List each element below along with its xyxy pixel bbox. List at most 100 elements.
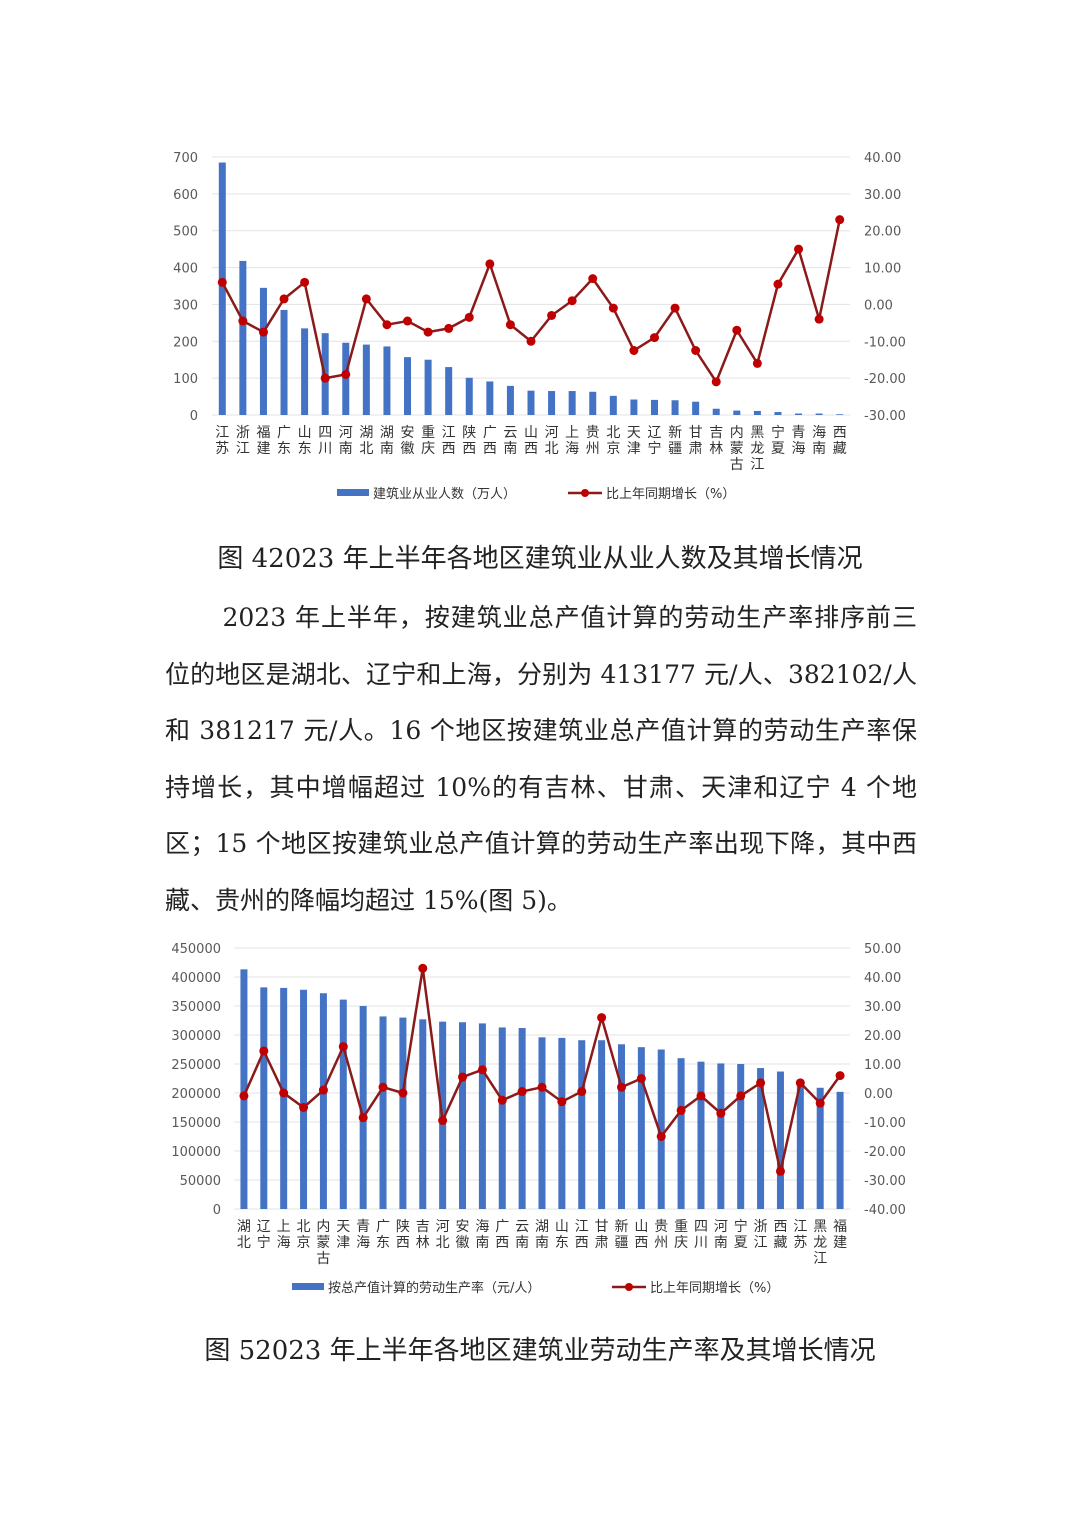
category-label: 四川 [694,1219,708,1251]
y-right-tick-label: 30.00 [864,1000,901,1015]
growth-point [794,244,804,254]
bar [548,391,556,415]
growth-point [526,336,536,346]
category-label: 西藏 [773,1219,787,1251]
bar [630,399,638,415]
bar [538,1037,546,1209]
category-label: 吉林 [709,425,723,457]
bar [362,344,370,415]
growth-point [616,1082,626,1092]
bar [774,412,782,415]
bar [383,346,391,415]
growth-point [557,1097,567,1107]
bar [259,287,267,415]
bar [578,1040,586,1209]
bar [319,993,327,1209]
category-label: 贵州 [586,425,600,457]
growth-point [588,274,598,284]
category-label: 上海 [277,1219,291,1251]
legend-bar-swatch [337,489,369,496]
bar [459,1022,467,1209]
bar [486,381,494,415]
growth-point [378,1082,388,1092]
y-right-tick-label: 30.00 [864,188,901,203]
growth-point [361,294,371,304]
bar [836,414,844,415]
category-label: 江西 [442,425,456,457]
y-left-tick-label: 400000 [171,971,221,986]
bar [796,1084,804,1209]
bar [218,162,226,415]
category-label: 湖北 [237,1219,251,1251]
growth-point [279,294,289,304]
body-paragraph: 2023 年上半年，按建筑业总产值计算的劳动生产率排序前三位的地区是湖北、辽宁和… [165,603,917,915]
bar [280,309,288,415]
bar [795,413,803,415]
growth-point [676,1105,686,1115]
growth-point [597,1013,607,1023]
y-left-tick-label: 250000 [171,1058,221,1073]
growth-point [711,377,721,387]
chart-svg: 0 100 200 300 400 500 600 700 -30.00 -20.00 -10.00… [173,151,906,502]
category-label: 天津 [627,425,641,457]
growth-point [696,1091,706,1101]
bar [419,1019,427,1209]
growth-point [814,314,824,324]
y-right-tick-label: 50.00 [864,942,901,957]
growth-point [775,1166,785,1176]
category-label: 甘肃 [689,425,703,457]
bar [671,400,679,415]
category-label: 重庆 [674,1219,688,1251]
bar [815,413,823,415]
category-label: 天津 [336,1219,350,1251]
y-left-tick-label: 200 [173,335,198,350]
bar [692,401,700,415]
category-label: 广东 [277,425,291,457]
y-left-tick-label: 100 [173,372,198,387]
figure-4-caption: 图 42023 年上半年各地区建筑业从业人数及其增长情况 [217,544,863,574]
bar [399,1017,407,1209]
category-label: 北京 [297,1219,311,1251]
bar [697,1061,705,1209]
growth-point [458,1072,468,1082]
bar [498,1027,506,1209]
growth-point [656,1132,666,1141]
category-label: 甘肃 [595,1219,609,1251]
growth-point [537,1082,547,1092]
growth-point [320,373,330,383]
growth-point [300,277,310,287]
growth-point [217,277,227,287]
category-label: 河北 [436,1219,450,1251]
y-right-tick-label: 20.00 [864,1029,901,1044]
category-label: 湖北 [359,425,373,457]
growth-point [464,312,474,322]
category-label: 陕西 [396,1219,410,1251]
growth-point [259,1046,269,1056]
y-left-tick-label: 200000 [171,1087,221,1102]
y-right-tick-label: -30.00 [864,409,906,424]
category-label: 云南 [503,425,517,457]
growth-point [752,358,762,368]
category-label: 云南 [515,1219,529,1251]
bar [617,1044,625,1209]
growth-point [608,303,618,313]
category-label: 青海 [356,1219,370,1251]
growth-point [398,1088,408,1098]
growth-point [318,1085,328,1095]
growth-point [732,325,742,335]
y-left-tick-label: 0 [190,409,198,424]
category-label: 河南 [339,425,353,457]
bar [650,399,658,415]
bar [737,1064,745,1209]
category-label: 西藏 [833,425,847,457]
category-label: 新疆 [668,425,682,457]
bar [240,969,248,1209]
growth-point [577,1087,587,1097]
growth-point [279,1088,289,1098]
growth-point [567,296,577,306]
category-label: 内蒙古 [316,1219,330,1267]
bar [677,1058,685,1209]
growth-point [835,1071,845,1081]
bar [339,999,347,1209]
category-label: 安徽 [456,1219,470,1251]
